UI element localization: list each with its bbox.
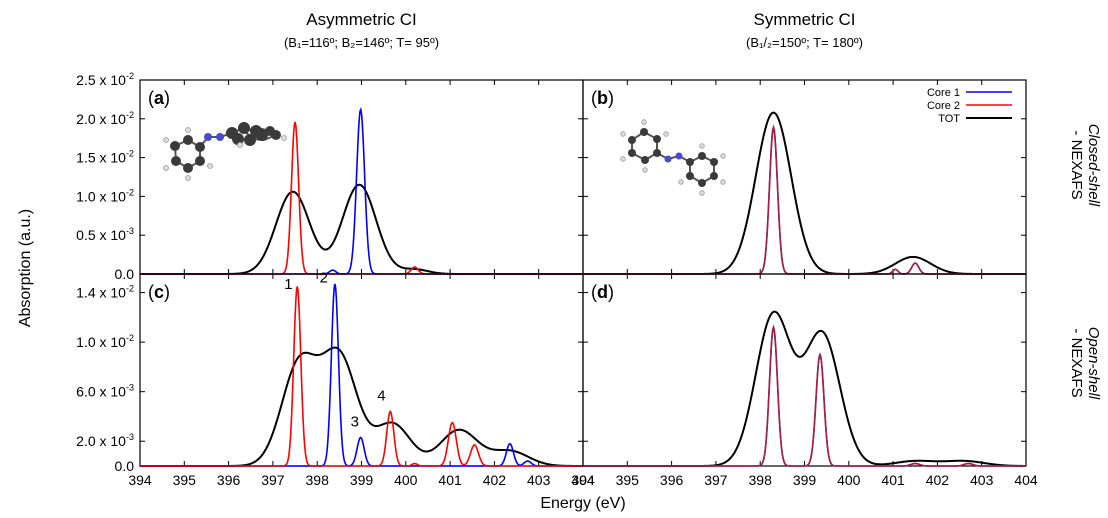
molecule-illustration-a bbox=[163, 122, 287, 181]
legend-label-tot: TOT bbox=[938, 113, 960, 125]
series-line-tot bbox=[140, 346, 583, 467]
x-tick-label: 394 bbox=[128, 472, 152, 488]
x-tick-label: 400 bbox=[837, 472, 861, 488]
y-tick-label: 0.0 bbox=[115, 458, 135, 474]
right-column-title: Symmetric CI bbox=[753, 10, 856, 29]
peak-annotation: 2 bbox=[320, 270, 328, 287]
y-axis-label: Absorption (a.u.) bbox=[17, 209, 34, 327]
x-tick-label: 396 bbox=[660, 472, 684, 488]
x-tick-label: 404 bbox=[1014, 472, 1038, 488]
molecule-illustration-b bbox=[620, 119, 726, 196]
x-tick-label: 404 bbox=[571, 472, 595, 488]
left-column-title: Asymmetric CI bbox=[306, 10, 417, 29]
x-tick-label: 402 bbox=[483, 472, 507, 488]
y-tick-label: 2.5 x 10-2 bbox=[76, 71, 134, 88]
panel-label: (d) bbox=[591, 282, 614, 302]
series-line-core1 bbox=[140, 283, 583, 467]
series-line-core2 bbox=[140, 121, 583, 275]
x-tick-label: 403 bbox=[970, 472, 994, 488]
series-line-core2 bbox=[583, 124, 1026, 275]
series-line-core1 bbox=[583, 124, 1026, 275]
x-tick-label: 395 bbox=[616, 472, 640, 488]
x-tick-label: 398 bbox=[749, 472, 773, 488]
peak-annotation: 3 bbox=[351, 413, 359, 430]
peak-annotation: 1 bbox=[284, 276, 292, 293]
panel-frame bbox=[139, 79, 584, 275]
x-tick-label: 402 bbox=[926, 472, 950, 488]
y-tick-label: 1.0 x 10-2 bbox=[76, 187, 134, 204]
x-tick-label: 401 bbox=[881, 472, 905, 488]
series-line-core2 bbox=[583, 324, 1026, 467]
panel-label: (b) bbox=[591, 88, 614, 108]
series-line-tot bbox=[583, 111, 1026, 275]
right-column-subtitle: (B₁/₂=150º; T= 180º) bbox=[746, 35, 863, 50]
panel-label: (c) bbox=[148, 282, 170, 302]
legend-label-core2: Core 2 bbox=[927, 100, 960, 112]
panel-d: 394 395 396 397 398 399 400 401 402 403 404 (d) bbox=[571, 273, 1038, 488]
series-line-core2 bbox=[140, 286, 583, 467]
legend-label-core1: Core 1 bbox=[927, 87, 960, 99]
panels-layer: 0.0 0.5 x 10-3 1.0 x 10-2 1.5 x 10-2 2.0 x 1… bbox=[76, 71, 1038, 488]
x-tick-label: 400 bbox=[394, 472, 418, 488]
y-tick-label: 1.4 x 10-2 bbox=[76, 284, 134, 301]
peak-annotation: 4 bbox=[377, 387, 385, 404]
series-line-core1 bbox=[583, 324, 1026, 467]
x-tick-label: 394 bbox=[571, 472, 595, 488]
x-tick-label: 399 bbox=[793, 472, 817, 488]
left-column-subtitle: (B₁=116º; B₂=146º; T= 95º) bbox=[283, 35, 440, 50]
x-tick-label: 395 bbox=[173, 472, 197, 488]
x-tick-label: 403 bbox=[527, 472, 551, 488]
panel-frame bbox=[582, 273, 1027, 467]
series-line-tot bbox=[140, 183, 583, 275]
x-tick-label: 399 bbox=[350, 472, 374, 488]
x-tick-label: 398 bbox=[306, 472, 330, 488]
x-tick-label: 401 bbox=[438, 472, 462, 488]
panel-label: (a) bbox=[148, 88, 170, 108]
panel-a: 0.0 0.5 x 10-3 1.0 x 10-2 1.5 x 10-2 2.0 x 1… bbox=[76, 71, 584, 282]
x-tick-label: 397 bbox=[704, 472, 728, 488]
y-tick-label: 6.0 x 10-3 bbox=[76, 383, 134, 400]
x-tick-label: 396 bbox=[217, 472, 241, 488]
y-tick-label: 1.5 x 10-2 bbox=[76, 149, 134, 166]
y-tick-label: 0.0 bbox=[115, 266, 135, 282]
y-tick-label: 0.5 x 10-3 bbox=[76, 226, 134, 243]
y-tick-label: 1.0 x 10-2 bbox=[76, 333, 134, 350]
x-axis-label: Energy (eV) bbox=[540, 495, 625, 512]
y-tick-label: 2.0 x 10-3 bbox=[76, 432, 134, 449]
y-tick-label: 2.0 x 10-2 bbox=[76, 110, 134, 127]
x-tick-label: 397 bbox=[261, 472, 285, 488]
series-line-tot bbox=[583, 310, 1026, 467]
panel-c: 394 395 396 397 398 399 400 401 402 403 404 0.0 2.0 … bbox=[76, 270, 595, 488]
